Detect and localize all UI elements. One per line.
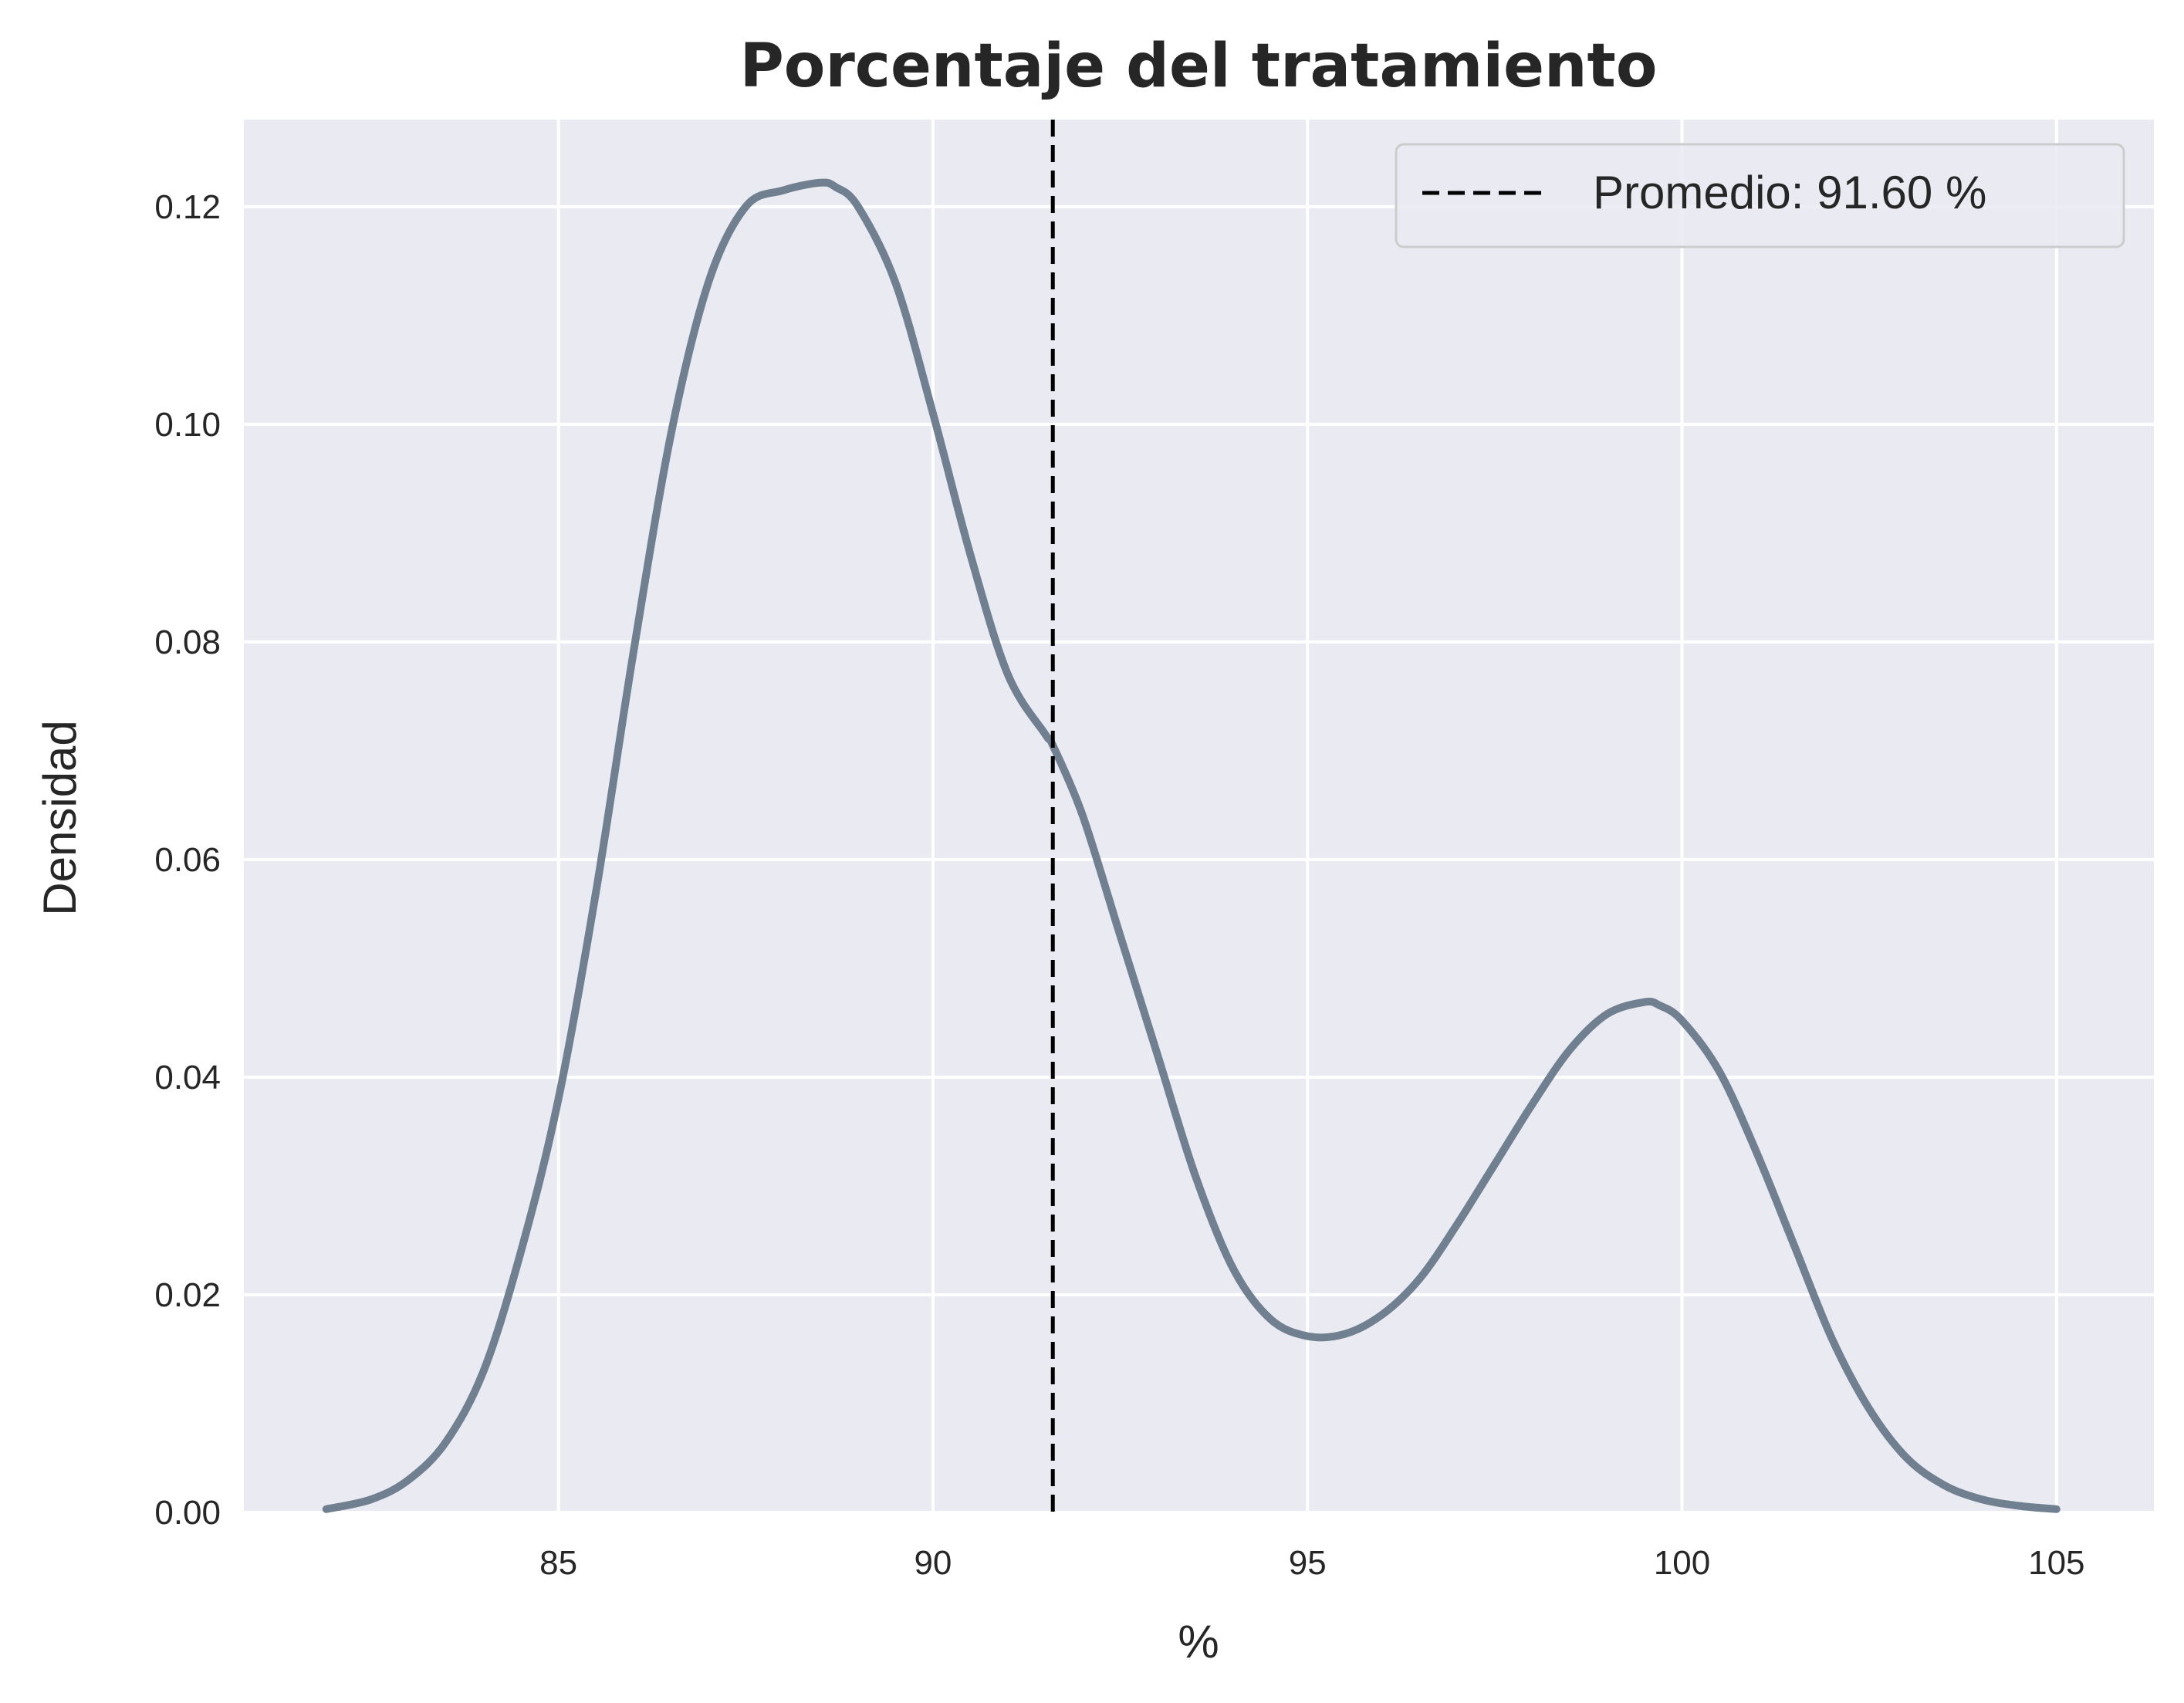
x-tick-labels: 85 90 95 100 105 (539, 1544, 2084, 1582)
x-axis-label: % (1178, 1616, 1219, 1668)
y-tick-label: 0.08 (154, 623, 221, 661)
legend-label: Promedio: 91.60 % (1593, 167, 1986, 218)
y-tick-label: 0.12 (154, 188, 221, 226)
x-tick-label: 100 (1654, 1544, 1710, 1582)
x-tick-label: 90 (914, 1544, 952, 1582)
x-tick-label: 95 (1289, 1544, 1327, 1582)
y-tick-label: 0.06 (154, 841, 221, 879)
y-tick-labels: 0.00 0.02 0.04 0.06 0.08 0.10 0.12 (154, 188, 221, 1532)
legend-box (1395, 143, 2125, 248)
x-tick-label: 105 (2028, 1544, 2084, 1582)
y-tick-label: 0.04 (154, 1059, 221, 1096)
plot-area (244, 120, 2154, 1512)
density-curve (322, 178, 2061, 1513)
legend: Promedio: 91.60 % (1395, 143, 2125, 248)
y-tick-label: 0.10 (154, 406, 221, 444)
y-axis-label: Densidad (34, 720, 86, 916)
chart-title: Porcentaje del tratamiento (740, 32, 1658, 101)
y-tick-label: 0.02 (154, 1276, 221, 1314)
x-tick-label: 85 (539, 1544, 577, 1582)
y-tick-label: 0.00 (154, 1494, 221, 1532)
